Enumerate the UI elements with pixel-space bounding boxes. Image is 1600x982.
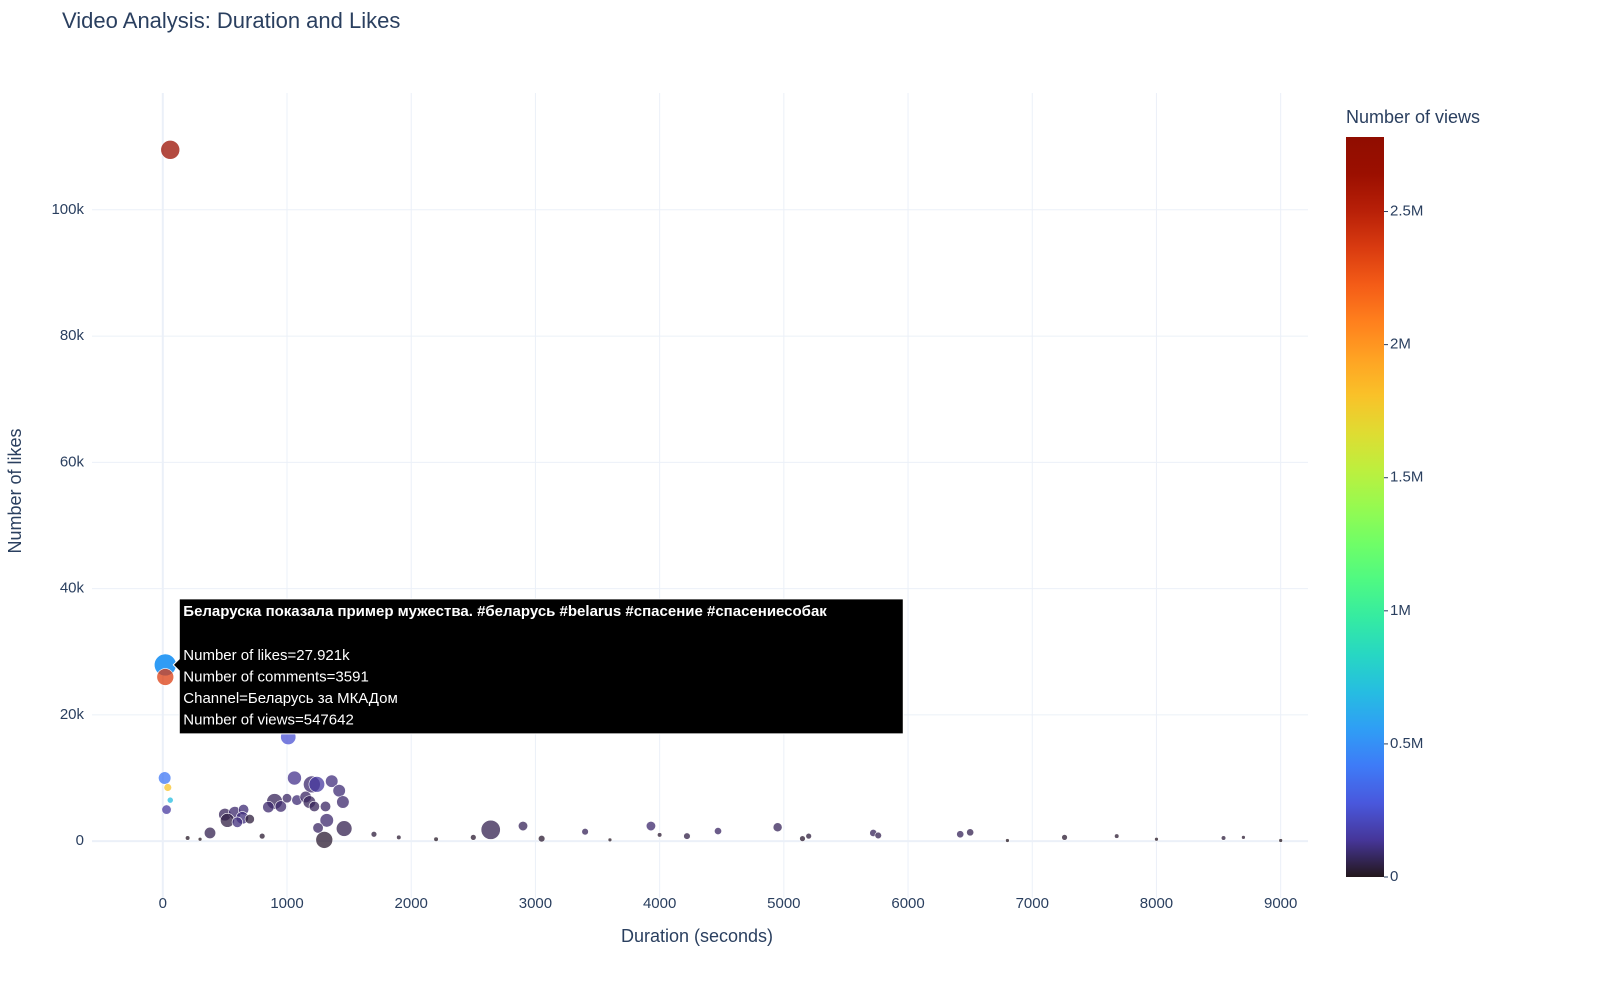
tooltip-box: [172, 598, 904, 735]
bubble: [1154, 837, 1159, 842]
bubble: [1114, 833, 1120, 839]
bubble: [657, 832, 663, 838]
bubble: [274, 800, 287, 813]
bubble: [480, 819, 501, 840]
bubble: [805, 832, 812, 840]
x-tick-label: 2000: [395, 895, 428, 912]
chart-title: Video Analysis: Duration and Likes: [62, 8, 400, 33]
colorbar-tick-label: 1.5M: [1390, 469, 1423, 486]
bubble: [262, 801, 275, 814]
bubble: [336, 795, 350, 809]
bubble: [287, 770, 302, 786]
bubble: [1241, 835, 1246, 840]
bubble: [160, 140, 181, 160]
bubble: [396, 834, 402, 840]
bubble: [325, 774, 339, 788]
bubble: [1005, 838, 1010, 843]
tooltip-line: Channel=Беларусь за МКАДом: [183, 690, 398, 707]
bubble: [158, 771, 172, 785]
bubble: [645, 820, 656, 832]
tooltip-line: Number of comments=3591: [183, 668, 369, 685]
bubble: [335, 820, 353, 837]
bubble: [203, 826, 217, 839]
bubble: [163, 783, 172, 792]
tooltip-line: Number of views=547642: [183, 711, 354, 728]
bubble: [281, 793, 293, 804]
bubble: [799, 835, 806, 842]
bubble: [231, 816, 243, 828]
colorbar-title: Number of views: [1346, 107, 1480, 127]
bubble: [581, 828, 589, 836]
bubble: [166, 796, 174, 804]
colorbar-tick-label: 2M: [1390, 336, 1411, 353]
colorbar-tick-label: 0.5M: [1390, 735, 1423, 752]
bubble: [433, 836, 439, 842]
bubble: [714, 827, 722, 836]
bubble: [874, 831, 882, 840]
bubble: [161, 804, 172, 815]
bubble: [683, 832, 691, 840]
bubble: [308, 800, 320, 813]
x-tick-label: 0: [159, 895, 167, 912]
bubble: [312, 822, 324, 834]
bubble: [537, 834, 546, 843]
bubble: [315, 831, 334, 849]
bubble: [1061, 834, 1068, 841]
x-tick-label: 1000: [270, 895, 303, 912]
tooltip-title: Беларуска показала пример мужества. #бел…: [183, 603, 827, 620]
colorbar-tick-label: 0: [1390, 868, 1398, 885]
y-tick-label: 20k: [60, 706, 85, 723]
bubble: [185, 835, 191, 841]
bubble: [772, 822, 783, 833]
colorbar-tick-label: 2.5M: [1390, 203, 1423, 220]
bubble: [470, 834, 477, 841]
bubble: [956, 830, 965, 839]
bubble: [244, 814, 255, 825]
bubble: [156, 668, 175, 686]
x-tick-label: 9000: [1264, 895, 1297, 912]
bubble: [319, 813, 334, 828]
bubble: [197, 837, 203, 842]
bubble: [370, 831, 378, 838]
colorbar-tick-label: 1M: [1390, 602, 1411, 619]
y-axis-label: Number of likes: [5, 428, 25, 553]
x-tick-label: 6000: [891, 895, 924, 912]
y-tick-label: 80k: [60, 327, 85, 344]
x-tick-label: 5000: [767, 895, 800, 912]
tooltip-line: Number of likes=27.921k: [183, 647, 350, 664]
bubble: [1220, 835, 1227, 841]
y-tick-label: 100k: [51, 201, 84, 218]
bubble: [332, 784, 346, 798]
bubble: [607, 837, 613, 843]
bubble: [308, 776, 325, 793]
bubble: [1278, 838, 1283, 843]
bubble: [319, 800, 332, 813]
x-tick-label: 8000: [1140, 895, 1173, 912]
x-tick-label: 4000: [643, 895, 676, 912]
colorbar: [1346, 137, 1384, 877]
y-tick-label: 0: [76, 832, 84, 849]
x-tick-label: 7000: [1016, 895, 1049, 912]
y-tick-label: 40k: [60, 580, 85, 597]
bubble: [258, 832, 266, 840]
x-tick-label: 3000: [519, 895, 552, 912]
bubble: [517, 820, 529, 832]
x-axis-label: Duration (seconds): [621, 926, 773, 946]
bubble: [966, 828, 975, 837]
y-tick-label: 60k: [60, 453, 85, 470]
